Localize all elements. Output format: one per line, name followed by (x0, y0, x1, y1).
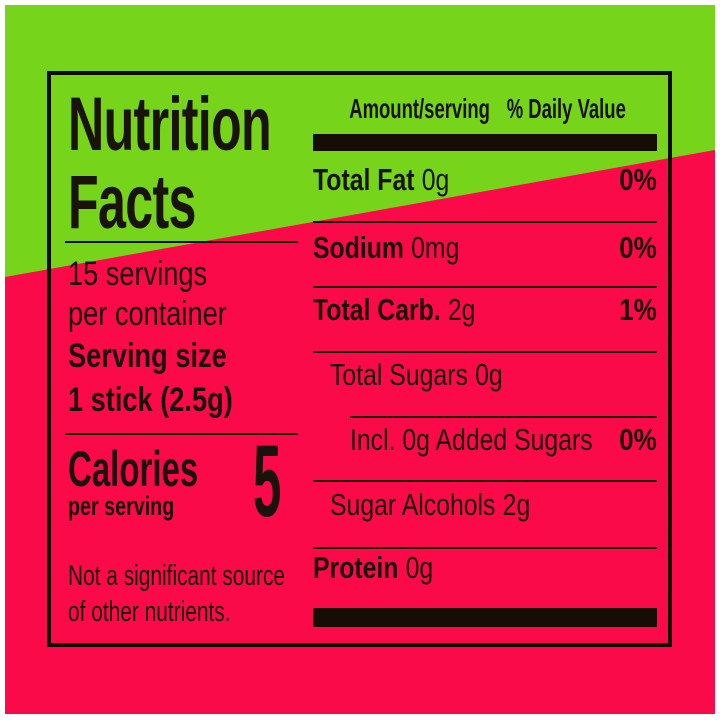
row-total-fat: Total Fat 0g 0% (313, 162, 657, 206)
nutrient-amount: 0mg (411, 230, 460, 265)
row-sugar-alcohols: Sugar Alcohols 2g (313, 487, 657, 531)
row-divider (313, 286, 657, 288)
nutrient-name: Total Sugars (330, 357, 468, 392)
left-divider-top (65, 241, 298, 243)
nutrient-amount: 0g (421, 162, 450, 197)
nutrition-facts-title-line1: Nutrition (68, 82, 272, 167)
daily-value-percent: 0% (619, 230, 657, 265)
nutrition-facts-title-line2: Facts (68, 160, 196, 245)
servings-count: 15 servings (68, 255, 208, 293)
daily-value-percent: 1% (619, 292, 657, 327)
footnote: Not a significant source of other nutrie… (68, 558, 369, 630)
nutrient-name: Incl. 0g Added Sugars (350, 422, 593, 457)
row-total-sugars: Total Sugars 0g (313, 357, 657, 401)
nutrient-name: Total Carb. (313, 292, 441, 327)
row-divider (313, 221, 657, 223)
daily-value-header: % Daily Value (507, 93, 627, 124)
nutrient-name: Protein (313, 550, 399, 585)
daily-value-percent: 0% (619, 422, 657, 457)
servings-per-container: 15 servings per container (68, 254, 266, 334)
nutrient-name: Sugar Alcohols (330, 487, 496, 522)
serving-size: Serving size 1 stick (2.5g) (68, 334, 274, 422)
calories-label: Calories (68, 441, 199, 497)
amount-per-serving-header: Amount/serving (349, 93, 490, 124)
row-protein: Protein 0g (313, 550, 657, 594)
row-divider (313, 547, 657, 549)
footer-thick-bar (313, 608, 657, 627)
nutrient-amount: 2g (502, 487, 531, 522)
nutrition-facts-panel: Nutrition Facts 15 servings per containe… (47, 71, 672, 647)
footnote-line1: Not a significant source (68, 560, 286, 592)
row-total-carb: Total Carb. 2g 1% (313, 292, 657, 336)
footnote-line2: of other nutrients. (68, 596, 231, 628)
nutrient-amount: 0g (405, 550, 434, 585)
nutrient-name: Sodium (313, 230, 404, 265)
header-thick-bar (313, 134, 657, 151)
daily-value-percent: 0% (619, 162, 657, 197)
servings-unit: per container (68, 295, 227, 333)
nutrient-amount: 0g (475, 357, 503, 392)
calories-sublabel: per serving (68, 491, 175, 521)
nutrient-name: Total Fat (313, 162, 415, 197)
serving-size-label: Serving size (68, 337, 227, 375)
nutrient-amount: 2g (447, 292, 476, 327)
calories-value: 5 (253, 424, 282, 538)
row-divider-indented (350, 416, 657, 418)
row-sodium: Sodium 0mg 0% (313, 230, 657, 274)
left-divider-bottom (65, 433, 298, 435)
row-added-sugars: Incl. 0g Added Sugars 0% (313, 422, 657, 466)
row-divider (313, 351, 657, 353)
row-divider (313, 480, 657, 482)
serving-size-value: 1 stick (2.5g) (68, 381, 233, 419)
